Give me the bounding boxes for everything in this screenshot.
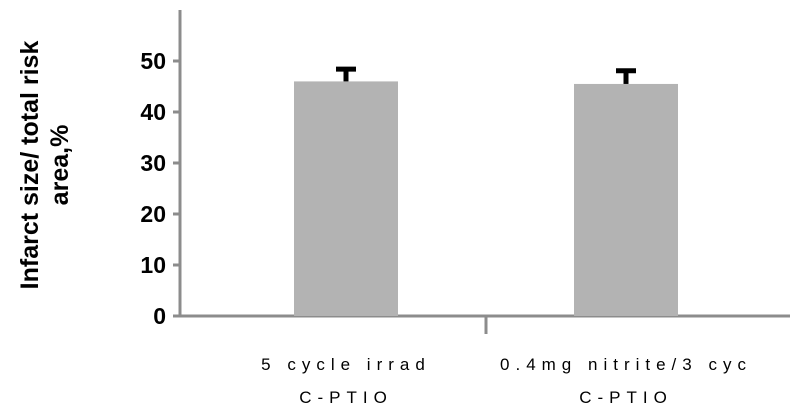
- x-tick-label: 5 cycle irrad: [261, 355, 431, 374]
- x-tick-label: 0.4mg nitrite/3 cyc: [500, 355, 752, 374]
- y-tick-label: 10: [140, 252, 166, 278]
- y-axis-ticks: 0 10 20 30 40 50: [140, 48, 180, 329]
- bar: [574, 83, 678, 316]
- x-axis-ticks: 5 cycle irrad C-PTIO 0.4mg nitrite/3 cyc C-…: [261, 355, 752, 407]
- error-bars: [336, 66, 636, 84]
- bars: [294, 81, 678, 317]
- y-tick-label: 20: [140, 201, 166, 227]
- x-tick-label: C-PTIO: [299, 388, 393, 407]
- y-tick-label: 50: [140, 48, 166, 74]
- y-tick-label: 30: [140, 150, 166, 176]
- y-axis-label-line: Infarct size/ total risk: [16, 41, 44, 290]
- bar: [294, 81, 398, 317]
- y-tick-label: 40: [140, 99, 166, 125]
- y-tick-label: 0: [153, 303, 166, 329]
- x-tick-label: C-PTIO: [579, 388, 673, 407]
- axes: [178, 10, 790, 334]
- y-axis-label-line: area,%: [46, 125, 74, 206]
- y-axis-label: Infarct size/ total risk area,%: [16, 41, 74, 290]
